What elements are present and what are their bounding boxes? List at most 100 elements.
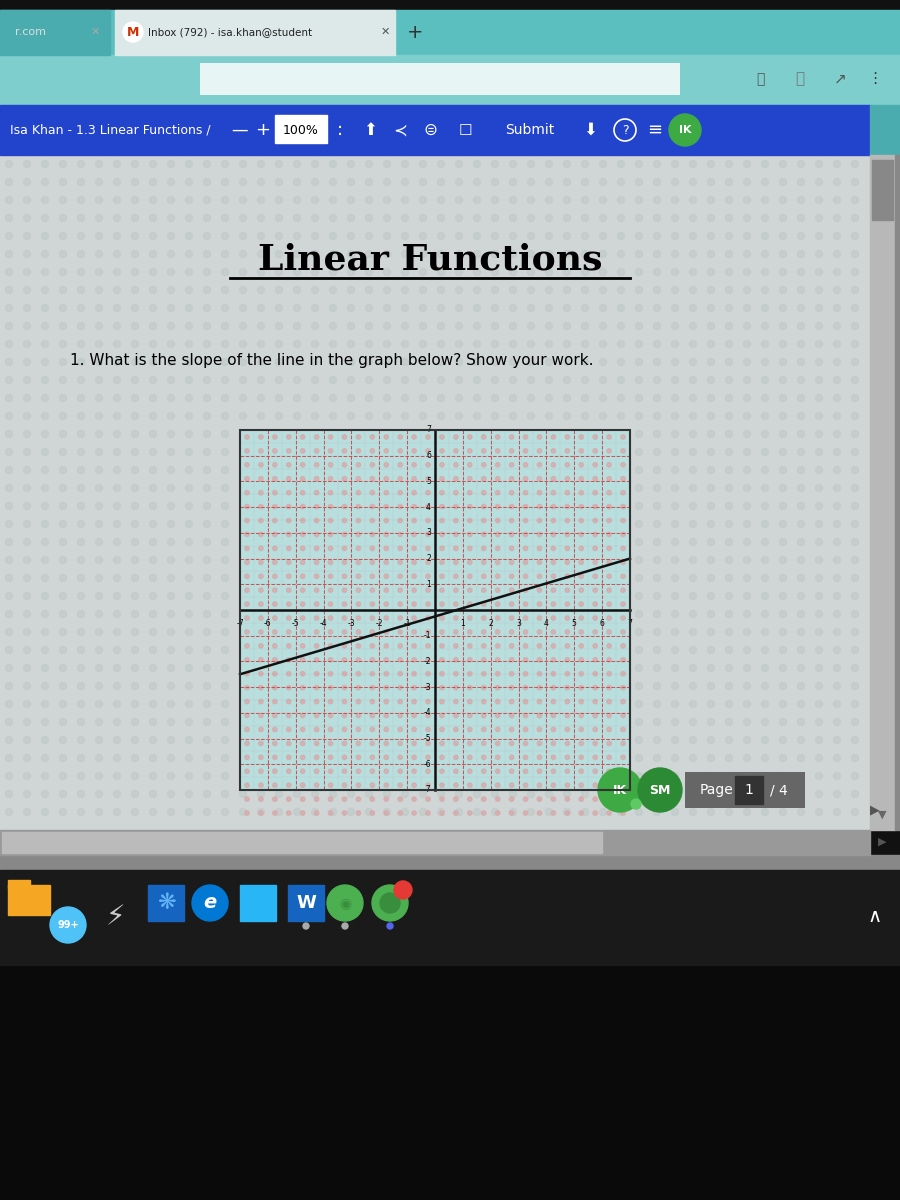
Circle shape bbox=[565, 700, 570, 704]
Circle shape bbox=[617, 665, 625, 672]
Circle shape bbox=[743, 737, 751, 744]
Circle shape bbox=[293, 413, 301, 420]
Circle shape bbox=[185, 629, 193, 636]
Circle shape bbox=[468, 685, 472, 690]
Circle shape bbox=[437, 701, 445, 708]
Circle shape bbox=[523, 672, 527, 676]
Circle shape bbox=[239, 755, 247, 762]
Circle shape bbox=[293, 467, 301, 474]
Circle shape bbox=[221, 197, 229, 204]
Circle shape bbox=[383, 773, 391, 780]
Text: Inbox (792) - isa.khan@student: Inbox (792) - isa.khan@student bbox=[148, 26, 312, 37]
Circle shape bbox=[761, 791, 769, 798]
Circle shape bbox=[579, 476, 583, 481]
Circle shape bbox=[239, 503, 247, 510]
Circle shape bbox=[482, 700, 486, 704]
Circle shape bbox=[401, 485, 409, 492]
Circle shape bbox=[365, 359, 373, 366]
Circle shape bbox=[365, 485, 373, 492]
Circle shape bbox=[356, 742, 361, 745]
Circle shape bbox=[581, 773, 589, 780]
Circle shape bbox=[347, 449, 355, 456]
Circle shape bbox=[779, 431, 787, 438]
Circle shape bbox=[167, 611, 175, 618]
Circle shape bbox=[77, 467, 85, 474]
Circle shape bbox=[617, 485, 625, 492]
Circle shape bbox=[454, 518, 458, 523]
Circle shape bbox=[95, 755, 103, 762]
Circle shape bbox=[537, 658, 542, 662]
Circle shape bbox=[761, 683, 769, 690]
Circle shape bbox=[851, 575, 859, 582]
Circle shape bbox=[347, 395, 355, 402]
Circle shape bbox=[725, 449, 733, 456]
Circle shape bbox=[545, 701, 553, 708]
Circle shape bbox=[398, 727, 402, 732]
Circle shape bbox=[779, 341, 787, 348]
Circle shape bbox=[286, 476, 291, 481]
Circle shape bbox=[185, 161, 193, 168]
Circle shape bbox=[496, 560, 500, 564]
Circle shape bbox=[412, 574, 417, 578]
Circle shape bbox=[41, 359, 49, 366]
Circle shape bbox=[496, 463, 500, 467]
Circle shape bbox=[545, 251, 553, 258]
Circle shape bbox=[635, 647, 643, 654]
Circle shape bbox=[437, 755, 445, 762]
Circle shape bbox=[725, 683, 733, 690]
Circle shape bbox=[851, 521, 859, 528]
Circle shape bbox=[59, 305, 67, 312]
Circle shape bbox=[239, 575, 247, 582]
Circle shape bbox=[635, 629, 643, 636]
Circle shape bbox=[203, 701, 211, 708]
Circle shape bbox=[440, 672, 445, 676]
Circle shape bbox=[509, 700, 514, 704]
Circle shape bbox=[329, 719, 337, 726]
Circle shape bbox=[743, 467, 751, 474]
Circle shape bbox=[275, 215, 283, 222]
Circle shape bbox=[455, 449, 463, 456]
Circle shape bbox=[419, 305, 427, 312]
Circle shape bbox=[707, 161, 715, 168]
Circle shape bbox=[779, 251, 787, 258]
Circle shape bbox=[653, 197, 661, 204]
Circle shape bbox=[347, 485, 355, 492]
Circle shape bbox=[245, 602, 249, 606]
Circle shape bbox=[5, 341, 13, 348]
Circle shape bbox=[149, 395, 157, 402]
Circle shape bbox=[565, 574, 570, 578]
Circle shape bbox=[689, 539, 697, 546]
Bar bbox=[2, 832, 602, 853]
Circle shape bbox=[311, 197, 319, 204]
Circle shape bbox=[599, 161, 607, 168]
Circle shape bbox=[617, 377, 625, 384]
Circle shape bbox=[342, 700, 346, 704]
Circle shape bbox=[419, 233, 427, 240]
Circle shape bbox=[440, 602, 445, 606]
Circle shape bbox=[258, 463, 263, 467]
Circle shape bbox=[581, 233, 589, 240]
Circle shape bbox=[671, 539, 679, 546]
Circle shape bbox=[563, 503, 571, 510]
Circle shape bbox=[329, 161, 337, 168]
Circle shape bbox=[565, 491, 570, 494]
Circle shape bbox=[301, 434, 305, 439]
Circle shape bbox=[401, 503, 409, 510]
Circle shape bbox=[131, 809, 139, 816]
Bar bbox=[872, 160, 893, 220]
Circle shape bbox=[301, 630, 305, 634]
Circle shape bbox=[797, 701, 805, 708]
Circle shape bbox=[328, 797, 333, 802]
Circle shape bbox=[599, 611, 607, 618]
Circle shape bbox=[384, 574, 389, 578]
Circle shape bbox=[455, 503, 463, 510]
Circle shape bbox=[468, 811, 472, 815]
Circle shape bbox=[356, 769, 361, 774]
Circle shape bbox=[419, 719, 427, 726]
Circle shape bbox=[365, 791, 373, 798]
Circle shape bbox=[293, 539, 301, 546]
Circle shape bbox=[797, 575, 805, 582]
Circle shape bbox=[329, 377, 337, 384]
Circle shape bbox=[454, 602, 458, 606]
Circle shape bbox=[815, 557, 823, 564]
